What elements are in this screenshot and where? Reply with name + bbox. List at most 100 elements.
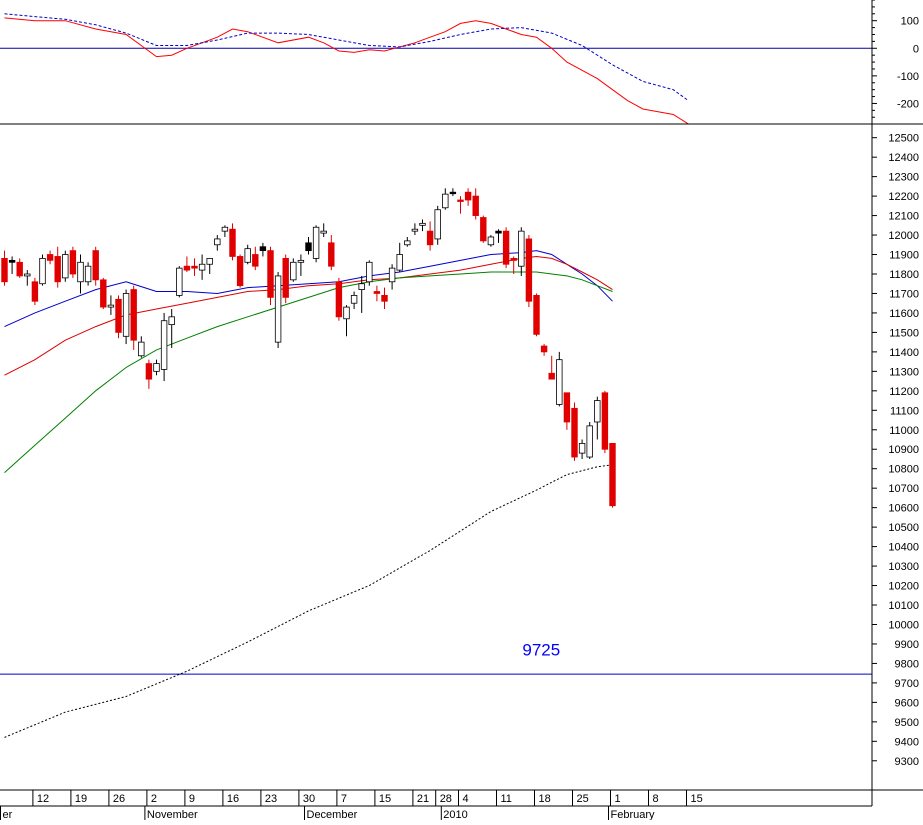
candle-body	[236, 256, 244, 287]
candle-body	[69, 250, 77, 275]
candle	[122, 289, 130, 345]
price-y-tick-label: 11500	[889, 327, 919, 339]
candle-body	[449, 191, 457, 195]
candle-body	[153, 363, 160, 372]
candle	[396, 242, 403, 273]
price-y-tick-label: 9300	[895, 756, 919, 768]
candle-body	[107, 304, 115, 308]
candle	[525, 235, 533, 308]
candle-body	[457, 199, 464, 202]
candle-body	[8, 259, 16, 263]
price-y-tick-label: 10900	[888, 444, 919, 456]
price-y-tick-label: 12300	[888, 172, 919, 184]
candle	[145, 359, 153, 389]
candle-body	[548, 372, 555, 380]
candle	[16, 258, 23, 278]
candle-body	[92, 250, 99, 281]
candle-body	[138, 341, 145, 357]
price-y-tick-label: 9900	[895, 639, 919, 651]
price-y-tick-label: 9500	[895, 717, 919, 729]
candle-body	[464, 191, 472, 201]
candle	[442, 188, 449, 210]
candle-body	[214, 238, 221, 246]
x-tick-label: 15	[379, 793, 391, 805]
candle	[92, 246, 99, 286]
month-label: er	[3, 809, 13, 820]
price-y-tick-label: 10000	[888, 619, 919, 631]
candle	[510, 256, 517, 274]
candle	[244, 244, 251, 265]
x-tick-label: 2	[151, 793, 157, 805]
candle-body	[472, 195, 479, 216]
x-tick-label: 4	[463, 793, 469, 805]
candle-body	[328, 242, 335, 267]
candle	[282, 254, 289, 304]
candle	[426, 221, 434, 251]
candle	[176, 266, 183, 298]
price-y-tick-label: 12200	[888, 191, 919, 203]
price-y-tick-label: 9400	[895, 736, 919, 748]
price-y-tick-label: 11400	[889, 347, 919, 359]
candle-body	[419, 222, 426, 226]
candle-body	[229, 228, 236, 257]
candle	[305, 236, 312, 255]
candle	[472, 188, 479, 220]
moving-average-line-0	[4, 250, 613, 328]
candle-body	[609, 442, 616, 507]
candle	[153, 359, 160, 376]
price-y-tick-label: 10500	[888, 522, 919, 534]
candle-body	[290, 261, 297, 281]
candle-body	[373, 291, 381, 294]
candle-body	[176, 267, 183, 296]
candle-body	[434, 209, 441, 240]
candle-body	[388, 267, 396, 283]
candle-body	[62, 254, 69, 279]
candle	[115, 295, 122, 339]
candle	[586, 421, 593, 459]
candle-body	[426, 230, 434, 246]
candle-body	[297, 259, 305, 263]
candle-body	[510, 258, 517, 261]
candle-body	[594, 400, 601, 423]
x-tick-label: 25	[577, 793, 589, 805]
price-y-tick-label: 10200	[888, 581, 919, 593]
price-y-tick-label: 12000	[888, 230, 919, 242]
candle-body	[54, 256, 61, 283]
candle	[609, 442, 616, 508]
candle-body	[24, 273, 31, 277]
candle	[312, 225, 320, 263]
x-tick-label: 11	[501, 793, 512, 805]
oscillator-series-line-1	[4, 13, 689, 102]
candle	[358, 275, 365, 313]
candle	[229, 223, 236, 261]
x-tick-label: 19	[75, 793, 87, 805]
oscillator-y-tick-label: 100	[901, 16, 919, 28]
candle-body	[335, 281, 343, 318]
candle	[236, 254, 244, 288]
candle	[335, 277, 343, 321]
candle	[464, 188, 472, 206]
candle-body	[586, 425, 593, 458]
candle-body	[168, 316, 175, 326]
candle	[297, 254, 305, 276]
candle	[563, 392, 571, 430]
candle	[502, 227, 510, 269]
candle-body	[84, 265, 92, 283]
candle	[100, 277, 107, 310]
candle	[533, 293, 540, 337]
candle	[267, 246, 274, 306]
candle-body	[206, 258, 213, 265]
oscillator-y-tick-label: 0	[913, 43, 919, 55]
candle-body	[442, 193, 449, 209]
candle-body	[556, 359, 563, 405]
candle-body	[244, 248, 251, 263]
candle	[206, 258, 213, 274]
x-tick-label: 16	[227, 793, 239, 805]
candle-body	[502, 230, 510, 265]
candle	[1, 250, 8, 286]
candle	[381, 287, 388, 310]
candle-body	[495, 230, 502, 234]
candle-body	[411, 228, 419, 232]
candle-body	[540, 345, 548, 353]
candle	[594, 396, 601, 440]
